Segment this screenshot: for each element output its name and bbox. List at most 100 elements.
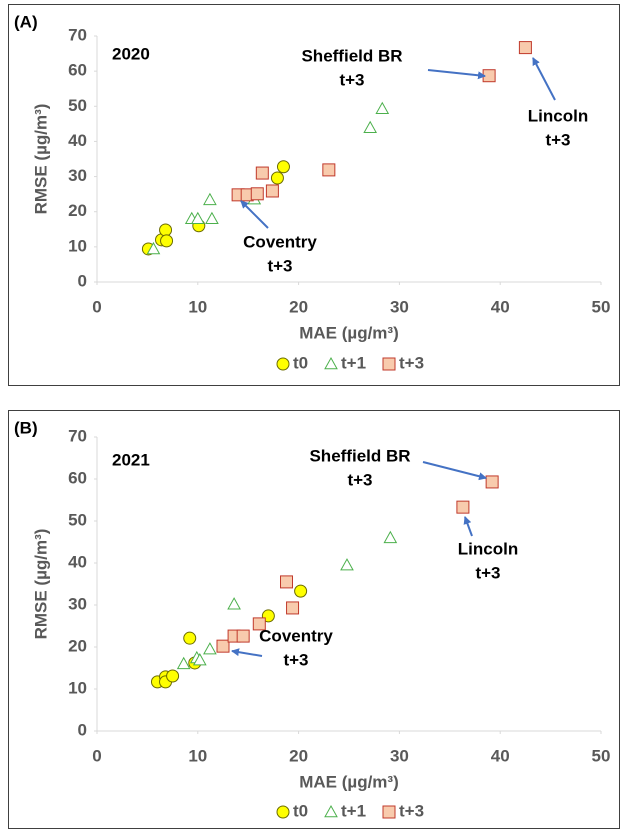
x-tick-label: 0	[92, 746, 101, 765]
annotation: Lincoln	[458, 539, 518, 558]
x-tick-label: 40	[491, 746, 510, 765]
annotation-arrow	[231, 648, 263, 657]
annotation: t+3	[347, 470, 372, 489]
x-tick-label: 0	[92, 297, 101, 316]
y-tick-label: 50	[68, 96, 87, 115]
data-point	[322, 163, 336, 177]
data-point	[456, 500, 470, 514]
data-point	[485, 475, 499, 489]
panel-label: (A)	[14, 12, 38, 31]
annotation-arrow	[532, 57, 556, 101]
annotation: Sheffield BR	[301, 46, 402, 65]
data-point	[190, 211, 205, 225]
legend-label: t+3	[399, 801, 424, 820]
data-point	[146, 241, 161, 255]
legend-marker	[324, 804, 338, 818]
y-tick-label: 50	[68, 510, 87, 529]
legend-marker	[324, 356, 338, 370]
data-point	[183, 631, 197, 645]
data-point	[286, 601, 300, 615]
data-point	[250, 187, 264, 201]
legend-label: t0	[293, 353, 308, 372]
data-point	[294, 584, 308, 598]
annotation-arrow	[240, 200, 269, 229]
y-tick-label: 10	[68, 236, 87, 255]
x-tick-label: 30	[390, 297, 409, 316]
y-tick-label: 60	[68, 61, 87, 80]
x-tick-label: 10	[188, 297, 207, 316]
y-axis-title: RMSE (µg/m³)	[31, 104, 50, 215]
legend-label: t0	[293, 801, 308, 820]
annotation: t+3	[545, 130, 570, 149]
panel-frame	[8, 410, 620, 829]
data-point	[252, 617, 266, 631]
panel-label: (B)	[14, 418, 38, 437]
y-tick-label: 20	[68, 201, 87, 220]
y-tick-label: 40	[68, 131, 87, 150]
y-tick-label: 10	[68, 678, 87, 697]
y-tick-label: 0	[78, 720, 87, 739]
data-point	[265, 184, 279, 198]
legend-marker	[276, 357, 290, 371]
y-tick-label: 70	[68, 25, 87, 44]
data-point	[192, 652, 207, 666]
data-point	[203, 192, 217, 206]
data-point	[216, 639, 230, 653]
data-point	[205, 211, 219, 225]
data-point	[375, 101, 390, 115]
annotation: Lincoln	[528, 106, 588, 125]
y-axis-title: RMSE (µg/m³)	[31, 529, 50, 640]
data-point	[255, 166, 269, 180]
data-point	[160, 234, 174, 248]
x-axis-title: MAE (µg/m³)	[299, 772, 399, 791]
annotation: t+3	[339, 70, 364, 89]
y-tick-label: 0	[78, 271, 87, 290]
x-axis-title: MAE (µg/m³)	[299, 323, 399, 342]
data-point	[270, 171, 284, 185]
y-tick-label: 60	[68, 468, 87, 487]
annotation: Coventry	[259, 626, 333, 645]
x-tick-label: 10	[188, 746, 207, 765]
y-tick-label: 40	[68, 552, 87, 571]
annotation-arrow	[463, 516, 473, 537]
annotation-arrow	[427, 69, 486, 80]
data-point	[236, 629, 250, 643]
panel-frame	[8, 4, 620, 386]
legend-marker	[276, 805, 290, 819]
legend-marker	[382, 357, 396, 371]
annotation: t+3	[283, 650, 308, 669]
annotation: t+3	[475, 563, 500, 582]
data-point	[363, 120, 378, 134]
annotation: Sheffield BR	[309, 446, 410, 465]
x-tick-label: 20	[289, 746, 308, 765]
y-tick-label: 70	[68, 426, 87, 445]
legend-label: t+1	[341, 353, 366, 372]
data-point	[280, 575, 294, 589]
x-tick-label: 30	[390, 746, 409, 765]
annotation-arrow	[422, 461, 487, 481]
x-tick-label: 20	[289, 297, 308, 316]
annotation: Coventry	[243, 232, 317, 251]
data-point	[159, 223, 173, 237]
data-point	[383, 530, 398, 544]
legend-label: t+3	[399, 353, 424, 372]
data-point	[518, 41, 532, 55]
data-point	[203, 642, 217, 655]
y-tick-label: 30	[68, 166, 87, 185]
y-tick-label: 20	[68, 636, 87, 655]
year-label: 2020	[112, 44, 150, 63]
y-tick-label: 30	[68, 594, 87, 613]
x-tick-label: 40	[491, 297, 510, 316]
annotation: t+3	[267, 256, 292, 275]
x-tick-label: 50	[592, 297, 611, 316]
legend-label: t+1	[341, 801, 366, 820]
data-point	[276, 160, 290, 174]
data-point	[176, 656, 191, 670]
data-point	[340, 558, 354, 571]
data-point	[166, 669, 180, 683]
data-point	[227, 597, 241, 610]
x-tick-label: 50	[592, 746, 611, 765]
year-label: 2021	[112, 450, 150, 469]
legend-marker	[382, 805, 396, 819]
